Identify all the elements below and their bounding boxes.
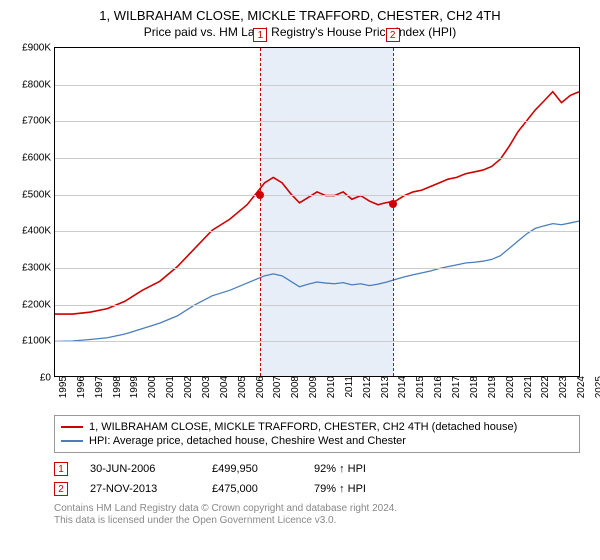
y-tick-label: £800K xyxy=(22,79,55,90)
x-tick-label: 2012 xyxy=(359,376,373,398)
legend-label: 1, WILBRAHAM CLOSE, MICKLE TRAFFORD, CHE… xyxy=(89,421,517,433)
sale-price: £475,000 xyxy=(212,483,292,495)
x-tick-label: 1997 xyxy=(91,376,105,398)
x-tick-label: 2013 xyxy=(377,376,391,398)
grid-line xyxy=(55,195,579,196)
credits-line2: This data is licensed under the Open Gov… xyxy=(54,515,580,526)
y-tick-label: £200K xyxy=(22,299,55,310)
sale-date: 27-NOV-2013 xyxy=(90,483,190,495)
x-tick-label: 2001 xyxy=(162,376,176,398)
legend-row: 1, WILBRAHAM CLOSE, MICKLE TRAFFORD, CHE… xyxy=(61,420,573,434)
y-tick-label: £900K xyxy=(22,43,55,54)
sale-pct: 79% ↑ HPI xyxy=(314,483,414,495)
x-tick-label: 2022 xyxy=(537,376,551,398)
y-tick-label: £0 xyxy=(40,373,55,384)
sale-price: £499,950 xyxy=(212,463,292,475)
grid-line xyxy=(55,305,579,306)
x-tick-label: 2007 xyxy=(269,376,283,398)
x-tick-label: 2021 xyxy=(520,376,534,398)
legend-swatch xyxy=(61,440,83,442)
sales-row: 1 30-JUN-2006 £499,950 92% ↑ HPI xyxy=(54,459,580,479)
series-hpi xyxy=(55,221,579,341)
sales-table: 1 30-JUN-2006 £499,950 92% ↑ HPI 2 27-NOV-201… xyxy=(54,459,580,499)
legend-label: HPI: Average price, detached house, Ches… xyxy=(89,435,406,447)
x-tick-label: 2023 xyxy=(555,376,569,398)
marker-line xyxy=(260,48,261,376)
x-tick-label: 2004 xyxy=(216,376,230,398)
legend-swatch xyxy=(61,426,83,428)
marker-dot xyxy=(256,191,264,199)
x-tick-label: 2005 xyxy=(234,376,248,398)
chart-svg xyxy=(55,48,579,376)
y-tick-label: £300K xyxy=(22,263,55,274)
marker-box: 1 xyxy=(253,28,267,42)
credits-line1: Contains HM Land Registry data © Crown c… xyxy=(54,503,580,514)
grid-line xyxy=(55,341,579,342)
x-tick-label: 2014 xyxy=(394,376,408,398)
x-tick-label: 1999 xyxy=(126,376,140,398)
marker-box: 2 xyxy=(386,28,400,42)
legend-box: 1, WILBRAHAM CLOSE, MICKLE TRAFFORD, CHE… xyxy=(54,415,580,453)
x-tick-label: 1996 xyxy=(73,376,87,398)
chart-subtitle: Price paid vs. HM Land Registry's House … xyxy=(10,25,590,39)
x-tick-label: 1998 xyxy=(109,376,123,398)
x-tick-label: 2016 xyxy=(430,376,444,398)
x-tick-label: 2010 xyxy=(323,376,337,398)
x-tick-label: 2003 xyxy=(198,376,212,398)
x-tick-label: 2006 xyxy=(252,376,266,398)
x-tick-label: 1995 xyxy=(55,376,69,398)
x-tick-label: 2008 xyxy=(287,376,301,398)
x-tick-label: 2024 xyxy=(573,376,587,398)
grid-line xyxy=(55,85,579,86)
sale-marker: 2 xyxy=(54,482,68,496)
chart-title: 1, WILBRAHAM CLOSE, MICKLE TRAFFORD, CHE… xyxy=(10,8,590,23)
x-tick-label: 2019 xyxy=(484,376,498,398)
grid-line xyxy=(55,158,579,159)
x-tick-label: 2017 xyxy=(448,376,462,398)
x-tick-label: 2015 xyxy=(412,376,426,398)
x-tick-label: 2000 xyxy=(144,376,158,398)
sales-row: 2 27-NOV-2013 £475,000 79% ↑ HPI xyxy=(54,479,580,499)
x-tick-label: 2011 xyxy=(341,376,355,398)
sale-marker: 1 xyxy=(54,462,68,476)
x-tick-label: 2009 xyxy=(305,376,319,398)
marker-line xyxy=(393,48,394,376)
y-tick-label: £400K xyxy=(22,226,55,237)
sale-date: 30-JUN-2006 xyxy=(90,463,190,475)
y-tick-label: £600K xyxy=(22,153,55,164)
credits: Contains HM Land Registry data © Crown c… xyxy=(54,503,580,526)
y-tick-label: £100K xyxy=(22,336,55,347)
legend-row: HPI: Average price, detached house, Ches… xyxy=(61,434,573,448)
grid-line xyxy=(55,231,579,232)
x-tick-label: 2020 xyxy=(502,376,516,398)
grid-line xyxy=(55,268,579,269)
marker-dot xyxy=(389,200,397,208)
grid-line xyxy=(55,121,579,122)
plot-area: £0£100K£200K£300K£400K£500K£600K£700K£80… xyxy=(54,47,580,377)
y-tick-label: £700K xyxy=(22,116,55,127)
y-tick-label: £500K xyxy=(22,189,55,200)
chart-container: 1, WILBRAHAM CLOSE, MICKLE TRAFFORD, CHE… xyxy=(0,0,600,526)
x-tick-label: 2025 xyxy=(591,376,600,398)
series-property xyxy=(55,92,579,314)
x-tick-label: 2018 xyxy=(466,376,480,398)
x-tick-label: 2002 xyxy=(180,376,194,398)
plot-inner: £0£100K£200K£300K£400K£500K£600K£700K£80… xyxy=(54,47,580,377)
sale-pct: 92% ↑ HPI xyxy=(314,463,414,475)
